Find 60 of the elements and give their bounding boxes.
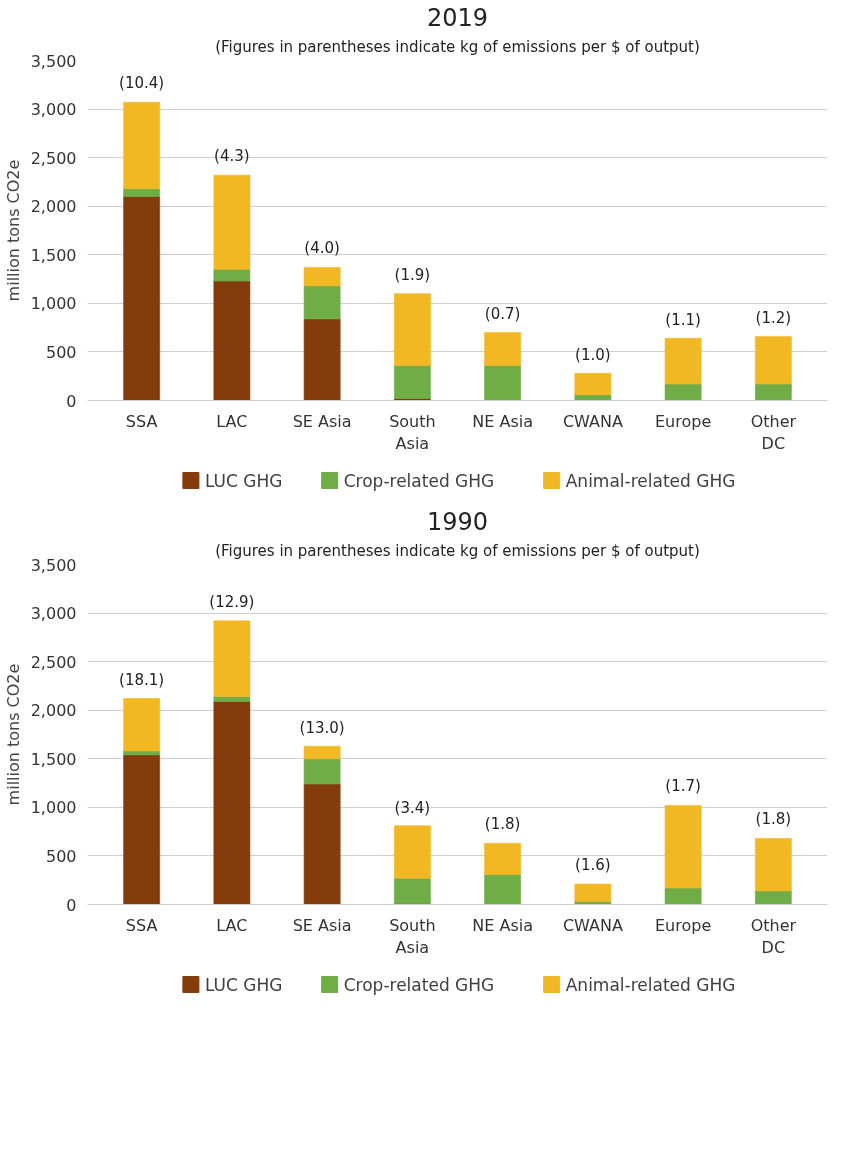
y-tick-label: 3,500: [30, 555, 77, 575]
chart-title: 2019: [426, 3, 489, 32]
y-tick-label: 3,000: [30, 100, 77, 120]
x-tick-label: CWANA: [562, 411, 623, 431]
x-tick-label: LAC: [216, 411, 248, 431]
chart-title: 1990: [426, 507, 489, 536]
x-tick-label: Other DC: [750, 411, 797, 454]
x-tick-label: Europe: [654, 411, 712, 431]
annotation: (4.0): [304, 239, 340, 258]
y-axis-title: million tons CO2e: [3, 663, 23, 806]
chart-subtitle: (Figures in parentheses indicate kg of emissions per $ of output): [215, 37, 700, 56]
annotation: (0.7): [484, 304, 521, 323]
x-tick-label: LAC: [216, 915, 248, 935]
y-tick-label: 1,500: [30, 749, 77, 769]
annotation: (1.1): [665, 310, 701, 329]
y-tick-label: 2,000: [30, 197, 77, 217]
y-tick-label: 1,500: [30, 245, 77, 265]
annotation: (3.4): [394, 798, 431, 817]
x-tick-label: SSA: [125, 915, 158, 935]
y-tick-label: 500: [45, 342, 77, 362]
annotation: (12.9): [209, 592, 255, 611]
annotation: (4.3): [214, 147, 250, 166]
x-tick-label: CWANA: [562, 915, 623, 935]
y-tick-label: 2,500: [30, 148, 77, 168]
y-tick-label: 0: [66, 391, 77, 411]
x-tick-label: SE Asia: [292, 411, 352, 431]
y-tick-label: 0: [66, 895, 77, 915]
legend-label: Crop-related GHG: [343, 974, 495, 995]
x-tick-label: SE Asia: [292, 915, 352, 935]
y-tick-label: 2,000: [30, 701, 77, 721]
y-tick-label: 1,000: [30, 294, 77, 314]
legend-label: Animal-related GHG: [565, 470, 736, 491]
x-tick-label: South Asia: [389, 915, 436, 958]
y-tick-label: 3,500: [30, 51, 77, 71]
annotation: (10.4): [119, 74, 165, 93]
legend-label: LUC GHG: [204, 470, 283, 491]
x-tick-label: NE Asia: [472, 915, 533, 935]
x-tick-label: South Asia: [389, 411, 436, 454]
y-tick-label: 2,500: [30, 652, 77, 672]
legend-label: Crop-related GHG: [343, 470, 495, 491]
annotation: (1.8): [755, 810, 792, 829]
annotation: (1.6): [575, 856, 611, 875]
annotation: (1.8): [484, 815, 521, 834]
legend-label: LUC GHG: [204, 974, 283, 995]
chart-subtitle: (Figures in parentheses indicate kg of emissions per $ of output): [215, 541, 700, 560]
y-tick-label: 3,000: [30, 604, 77, 624]
y-tick-label: 1,000: [30, 798, 77, 818]
x-tick-label: Other DC: [750, 915, 797, 958]
annotation: (18.1): [119, 670, 165, 689]
annotation: (1.7): [665, 777, 701, 796]
x-tick-label: SSA: [125, 411, 158, 431]
y-tick-label: 500: [45, 846, 77, 866]
annotation: (1.9): [394, 266, 431, 285]
x-tick-label: Europe: [654, 915, 712, 935]
annotation: (1.2): [755, 308, 792, 327]
annotation: (13.0): [299, 718, 345, 737]
annotation: (1.0): [575, 345, 611, 364]
legend-label: Animal-related GHG: [565, 974, 736, 995]
x-tick-label: NE Asia: [472, 411, 533, 431]
y-axis-title: million tons CO2e: [3, 159, 23, 302]
